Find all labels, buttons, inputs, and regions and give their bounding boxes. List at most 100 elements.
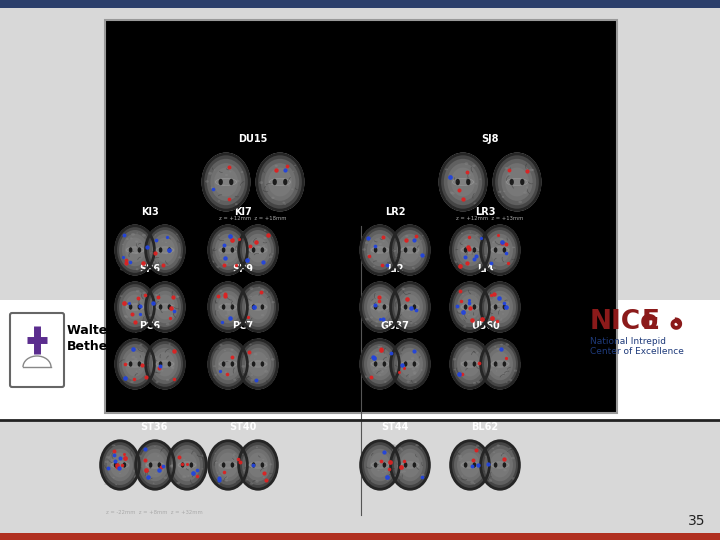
Ellipse shape — [480, 282, 520, 332]
Ellipse shape — [223, 310, 225, 312]
Ellipse shape — [126, 238, 129, 240]
Ellipse shape — [149, 379, 152, 380]
Ellipse shape — [216, 266, 220, 268]
Ellipse shape — [283, 179, 287, 185]
Ellipse shape — [503, 191, 505, 192]
Ellipse shape — [396, 266, 399, 268]
Ellipse shape — [252, 304, 256, 310]
Ellipse shape — [469, 310, 472, 312]
Ellipse shape — [392, 471, 394, 473]
Ellipse shape — [387, 268, 390, 270]
Ellipse shape — [252, 361, 256, 367]
Ellipse shape — [183, 459, 185, 461]
Ellipse shape — [508, 173, 510, 175]
Ellipse shape — [176, 482, 180, 484]
Ellipse shape — [487, 291, 513, 323]
Ellipse shape — [494, 346, 496, 347]
Ellipse shape — [390, 339, 430, 389]
Ellipse shape — [370, 352, 390, 376]
Ellipse shape — [148, 304, 150, 305]
Ellipse shape — [158, 300, 160, 301]
Ellipse shape — [384, 367, 387, 369]
Ellipse shape — [384, 470, 387, 472]
Ellipse shape — [143, 292, 145, 294]
Ellipse shape — [467, 314, 469, 315]
Ellipse shape — [487, 348, 513, 380]
Ellipse shape — [225, 480, 228, 482]
Ellipse shape — [367, 348, 393, 380]
Ellipse shape — [420, 240, 422, 241]
Ellipse shape — [122, 244, 124, 245]
Ellipse shape — [215, 291, 241, 323]
Ellipse shape — [494, 154, 540, 210]
Ellipse shape — [220, 344, 222, 346]
Ellipse shape — [274, 165, 278, 167]
Ellipse shape — [371, 304, 389, 310]
Ellipse shape — [461, 304, 479, 310]
Ellipse shape — [233, 455, 235, 456]
Ellipse shape — [133, 470, 136, 472]
Ellipse shape — [505, 167, 529, 197]
Ellipse shape — [243, 361, 245, 363]
Ellipse shape — [370, 294, 390, 320]
Ellipse shape — [107, 449, 133, 481]
Ellipse shape — [144, 362, 147, 365]
Ellipse shape — [500, 319, 503, 320]
Ellipse shape — [380, 370, 384, 373]
Ellipse shape — [456, 180, 460, 182]
Ellipse shape — [132, 356, 135, 359]
Ellipse shape — [387, 249, 389, 251]
Ellipse shape — [258, 307, 262, 309]
Bar — [0, 0, 720, 8]
Ellipse shape — [456, 179, 460, 185]
Ellipse shape — [384, 381, 387, 383]
Ellipse shape — [252, 462, 256, 468]
Ellipse shape — [492, 241, 495, 243]
Ellipse shape — [496, 348, 500, 350]
Ellipse shape — [500, 238, 503, 240]
Ellipse shape — [159, 247, 163, 253]
Ellipse shape — [110, 453, 130, 477]
Ellipse shape — [397, 348, 423, 380]
Ellipse shape — [124, 315, 127, 318]
Ellipse shape — [461, 247, 479, 253]
Ellipse shape — [415, 309, 416, 310]
Ellipse shape — [491, 462, 509, 468]
Ellipse shape — [462, 294, 464, 295]
Ellipse shape — [460, 263, 462, 264]
Ellipse shape — [229, 171, 231, 172]
Ellipse shape — [483, 457, 485, 459]
Ellipse shape — [360, 282, 400, 332]
Text: E: E — [642, 309, 660, 335]
Ellipse shape — [361, 340, 399, 388]
Ellipse shape — [227, 310, 230, 313]
Ellipse shape — [390, 440, 430, 490]
Ellipse shape — [505, 167, 508, 169]
Ellipse shape — [105, 461, 109, 463]
Ellipse shape — [472, 361, 476, 367]
Ellipse shape — [466, 179, 470, 185]
Ellipse shape — [377, 252, 379, 254]
Ellipse shape — [242, 445, 274, 485]
Ellipse shape — [405, 235, 408, 237]
Ellipse shape — [239, 441, 277, 489]
Ellipse shape — [498, 316, 500, 318]
Ellipse shape — [146, 226, 184, 274]
Ellipse shape — [239, 303, 241, 305]
Ellipse shape — [494, 247, 498, 253]
Ellipse shape — [491, 361, 509, 367]
Ellipse shape — [230, 246, 233, 248]
Ellipse shape — [454, 369, 456, 370]
Ellipse shape — [225, 314, 228, 316]
Ellipse shape — [116, 340, 154, 388]
Ellipse shape — [494, 462, 498, 468]
Ellipse shape — [153, 356, 157, 359]
Ellipse shape — [503, 469, 507, 471]
Ellipse shape — [218, 238, 238, 262]
Ellipse shape — [242, 287, 274, 327]
Ellipse shape — [235, 268, 238, 270]
Ellipse shape — [483, 317, 485, 319]
Ellipse shape — [215, 374, 217, 376]
Ellipse shape — [497, 444, 500, 447]
Ellipse shape — [126, 361, 144, 367]
